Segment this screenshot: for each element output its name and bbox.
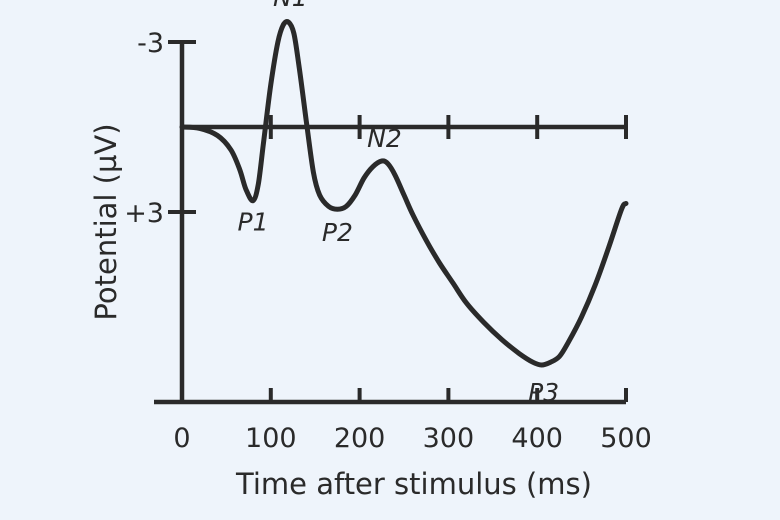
peak-label-n1: N1 [273, 0, 308, 12]
peak-label-n2: N2 [367, 124, 402, 153]
y-tick-label: -3 [137, 28, 164, 59]
peak-label-p3: P3 [528, 378, 559, 407]
axes [154, 42, 626, 405]
x-tick-label: 400 [511, 423, 563, 454]
x-tick-label: 300 [423, 423, 475, 454]
y-axis-title: Potential (µV) [89, 123, 123, 320]
erp-waveform [179, 19, 629, 368]
y-tick-label: +3 [124, 198, 164, 229]
x-tick-label: 500 [600, 423, 652, 454]
x-tick-label: 100 [245, 423, 297, 454]
x-tick-label: 200 [334, 423, 386, 454]
peak-label-p1: P1 [238, 208, 269, 237]
x-axis-title: Time after stimulus (ms) [235, 467, 592, 501]
curve-layer [179, 19, 629, 368]
ticks [168, 40, 628, 402]
x-tick-label: 0 [173, 423, 190, 454]
peak-label-p2: P2 [322, 218, 353, 247]
labels: 0 100 200 300 400 500 -3 +3 N1 P1 P2 N2 P3 [124, 0, 652, 454]
